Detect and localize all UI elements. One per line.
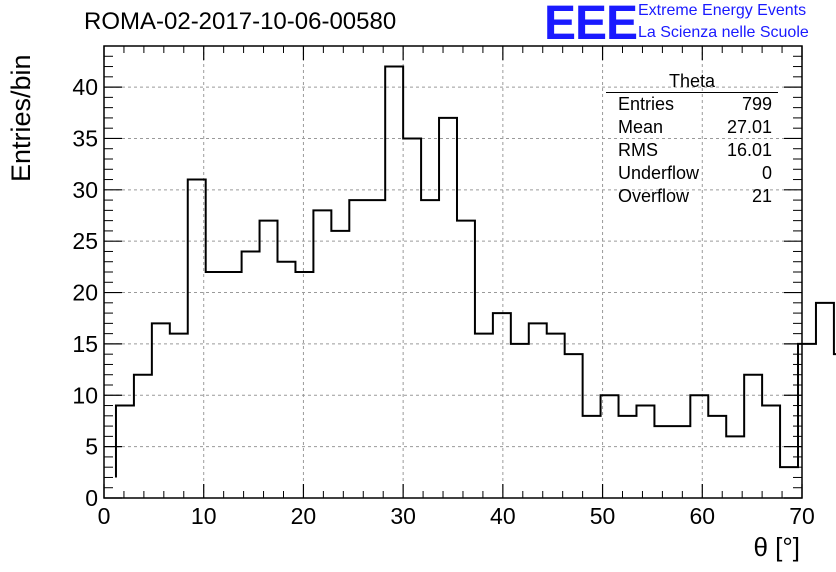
y-tick-label: 10	[72, 382, 98, 408]
x-tick-label: 40	[490, 503, 516, 529]
y-tick-label: 0	[85, 485, 98, 511]
logo-tagline-2: La Scienza nelle Scuole	[638, 24, 809, 41]
stats-value: 799	[741, 94, 772, 114]
y-tick-label: 40	[72, 74, 98, 100]
stats-title: Theta	[606, 72, 778, 93]
x-tick-label: 30	[390, 503, 416, 529]
x-tick-label: 10	[191, 503, 217, 529]
y-axis-label: Entries/bin	[6, 54, 36, 182]
stats-box: Theta Entries 799 Mean 27.01 RMS 16.01 U…	[606, 72, 778, 208]
x-tick-label: 70	[789, 503, 815, 529]
x-tick-label: 60	[689, 503, 715, 529]
stats-label: Underflow	[618, 163, 700, 183]
page-title: ROMA-02-2017-10-06-00580	[84, 8, 397, 35]
y-tick-label: 20	[72, 280, 98, 306]
y-tick-label: 15	[72, 331, 98, 357]
stats-label: Overflow	[618, 186, 690, 206]
y-tick-label: 5	[85, 434, 98, 460]
axis-ticks	[103, 45, 803, 499]
x-tick-label: 0	[98, 503, 111, 529]
tick-labels: 0 10 20 30 40 50 60 70 0 5 10 15 20 25 30 35 40	[72, 74, 814, 529]
stats-row-rms: RMS 16.01	[606, 139, 778, 162]
y-tick-label: 25	[72, 228, 98, 254]
stats-row-entries: Entries 799	[606, 93, 778, 116]
x-axis-label: θ [°]	[753, 532, 800, 562]
stats-label: RMS	[618, 140, 658, 160]
logo-tagline-1: Extreme Energy Events	[638, 2, 807, 19]
y-tick-label: 30	[72, 177, 98, 203]
x-tick-label: 20	[291, 503, 317, 529]
stats-value: 27.01	[726, 117, 772, 137]
grid-lines	[104, 46, 802, 498]
stats-value: 0	[761, 163, 772, 183]
stats-value: 21	[751, 186, 772, 206]
stats-row-overflow: Overflow 21	[606, 185, 778, 208]
stats-row-underflow: Underflow 0	[606, 162, 778, 185]
stats-row-mean: Mean 27.01	[606, 116, 778, 139]
x-tick-label: 50	[590, 503, 616, 529]
stats-label: Entries	[618, 94, 675, 114]
eee-logo: EEE	[544, 0, 638, 50]
histogram-step-line	[114, 65, 836, 478]
y-tick-label: 35	[72, 125, 98, 151]
stats-label: Mean	[618, 117, 664, 137]
stats-value: 16.01	[726, 140, 772, 160]
